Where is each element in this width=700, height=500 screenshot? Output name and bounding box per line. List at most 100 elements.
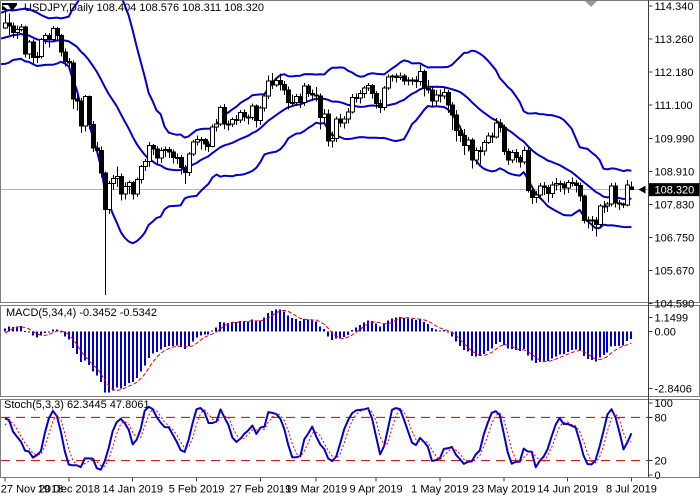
macd-histogram-bar	[423, 321, 425, 332]
macd-histogram-bar	[128, 331, 130, 383]
macd-histogram-bar	[539, 331, 541, 362]
macd-histogram-bar	[32, 331, 34, 336]
macd-histogram-bar	[271, 311, 273, 332]
macd-histogram-bar	[263, 317, 265, 332]
macd-histogram-bar	[204, 331, 206, 335]
macd-axis-label: -2.8406	[655, 384, 692, 396]
macd-chart-area[interactable]	[0, 306, 649, 397]
macd-histogram-bar	[395, 317, 397, 332]
macd-histogram-bar	[219, 322, 221, 332]
stoch-axis-label: 0	[655, 470, 661, 482]
macd-histogram-bar	[315, 321, 317, 332]
macd-histogram-bar	[435, 329, 437, 332]
macd-histogram-bar	[100, 331, 102, 382]
macd-histogram-bar	[215, 327, 217, 332]
macd-histogram-bar	[92, 331, 94, 372]
macd-histogram-bar	[56, 329, 58, 332]
macd-histogram-bar	[255, 321, 257, 332]
macd-histogram-bar	[351, 330, 353, 332]
macd-histogram-bar	[168, 331, 170, 346]
macd-histogram-bar	[44, 331, 46, 333]
time-axis-label: 1 May 2019	[411, 484, 468, 496]
macd-axis-label: 0.00	[655, 326, 676, 338]
bollinger-upper-band	[1, 0, 632, 173]
macd-histogram-bar	[132, 331, 134, 383]
macd-histogram-bar	[144, 331, 146, 366]
macd-histogram-bar	[48, 331, 50, 333]
macd-histogram-bar	[375, 323, 377, 332]
macd-histogram-bar	[116, 331, 118, 388]
macd-histogram-bar	[487, 331, 489, 351]
current-price-tag-text: 108.320	[655, 185, 695, 197]
main-chart-area[interactable]	[0, 0, 649, 303]
macd-histogram-bar	[419, 318, 421, 332]
main-panel-frame	[0, 0, 700, 303]
macd-histogram-bar	[8, 326, 10, 332]
macd-histogram-bar	[96, 331, 98, 376]
time-axis-label: 27 Nov 2018	[1, 484, 63, 496]
stoch-axis-label: 100	[655, 398, 673, 410]
macd-histogram-bar	[227, 322, 229, 332]
macd-histogram-bar	[239, 320, 241, 332]
macd-histogram-bar	[231, 322, 233, 332]
macd-histogram-bar	[415, 320, 417, 332]
macd-histogram-bar	[136, 331, 138, 378]
stoch-plot-layer	[1, 405, 648, 471]
macd-histogram-bar	[622, 331, 624, 346]
macd-plot-layer	[4, 309, 632, 393]
macd-histogram-bar	[343, 331, 345, 337]
macd-histogram-bar	[188, 331, 190, 346]
macd-histogram-bar	[60, 331, 62, 333]
macd-histogram-bar	[583, 331, 585, 357]
macd-axis-label: 1.1499	[655, 313, 689, 325]
time-axis-label: 19 Dec 2018	[38, 484, 100, 496]
macd-histogram-bar	[319, 326, 321, 332]
macd-histogram-bar	[160, 331, 162, 350]
macd-histogram-bar	[403, 317, 405, 332]
macd-histogram-bar	[104, 331, 106, 393]
macd-histogram-bar	[200, 331, 202, 336]
macd-histogram-bar	[475, 331, 477, 357]
macd-histogram-bar	[16, 326, 18, 332]
macd-histogram-bar	[610, 331, 612, 347]
macd-histogram-bar	[192, 331, 194, 342]
macd-histogram-bar	[307, 319, 309, 332]
macd-histogram-bar	[164, 331, 166, 348]
price-axis-area[interactable]	[649, 0, 700, 478]
stoch-signal-line	[4, 408, 632, 467]
time-axis-label: 14 Jan 2019	[102, 484, 163, 496]
macd-histogram-bar	[172, 331, 174, 346]
price-axis-label: 104.590	[655, 298, 695, 310]
price-axis-label: 106.750	[655, 233, 695, 245]
macd-histogram-bar	[503, 331, 505, 346]
macd-histogram-bar	[511, 331, 513, 350]
macd-histogram-bar	[579, 331, 581, 351]
macd-histogram-bar	[379, 326, 381, 332]
stoch-chart-area[interactable]	[0, 400, 649, 478]
symbol-marker-icon	[2, 3, 17, 11]
macd-histogram-bar	[20, 325, 22, 332]
macd-histogram-bar	[399, 316, 401, 332]
macd-histogram-bar	[40, 331, 42, 336]
macd-histogram-bar	[291, 318, 293, 332]
macd-histogram-bar	[287, 315, 289, 332]
macd-histogram-bar	[347, 331, 349, 335]
chart-shift-marker-icon	[585, 1, 597, 7]
macd-histogram-bar	[618, 331, 620, 346]
stoch-axis-label: 20	[655, 456, 667, 468]
macd-histogram-bar	[447, 331, 449, 333]
macd-histogram-bar	[148, 331, 150, 359]
stoch-indicator-label: Stoch(5,3,3) 62.3445 47.8061	[4, 399, 150, 411]
macd-histogram-bar	[431, 328, 433, 332]
macd-histogram-bar	[455, 331, 457, 342]
macd-histogram-bar	[559, 331, 561, 355]
macd-histogram-bar	[567, 331, 569, 352]
macd-histogram-bar	[64, 331, 66, 337]
macd-histogram-bar	[24, 331, 26, 333]
macd-histogram-bar	[180, 331, 182, 348]
macd-histogram-bar	[443, 330, 445, 332]
macd-histogram-bar	[626, 331, 628, 342]
macd-histogram-bar	[575, 331, 577, 350]
time-axis-area[interactable]	[0, 478, 700, 500]
macd-histogram-bar	[335, 331, 337, 339]
